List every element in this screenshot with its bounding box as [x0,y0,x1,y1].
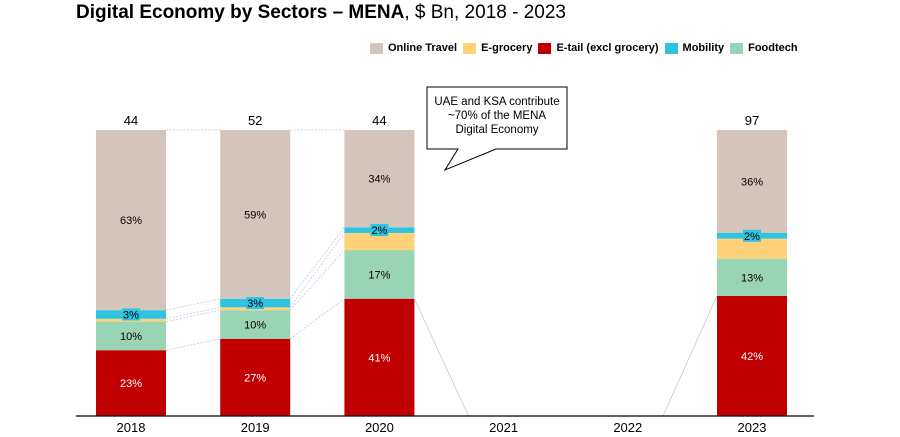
legend-item: E-grocery [463,42,532,54]
bar-segment [220,310,291,339]
legend-label: E-grocery [481,42,533,54]
connector-line [289,226,345,299]
bar-segment [717,258,787,296]
gap-connector-line [662,295,718,417]
data-label: 2% [371,225,387,237]
data-label: 17% [368,269,390,281]
x-tick-label: 2021 [489,420,518,435]
legend: Online Travel E-grocery E-tail (excl groce… [370,42,804,54]
total-label: 97 [745,113,759,128]
legend-label: E-tail (excl grocery) [556,42,659,54]
bar-2018: 23% 10% 3% 63% [96,130,166,416]
bar-segment [344,250,415,299]
connector-line [165,338,221,351]
bar-segment [717,130,787,233]
legend-swatch [370,42,383,54]
data-label: 13% [741,272,763,284]
x-tick-label: 2022 [613,420,642,435]
bar-segment [96,130,166,311]
callout-line-3: Digital Economy [455,124,539,136]
x-tick-label: 2018 [117,420,146,435]
legend-swatch [463,42,477,54]
data-label: 27% [244,372,266,384]
total-label: 44 [372,113,386,128]
legend-item: Mobility [664,42,725,54]
bar-segment [220,130,291,299]
series-connectors [165,129,718,417]
bar-2023: 42% 13% 2% 36% [717,130,787,416]
bar-segment [220,338,291,416]
chart-title-rest: , $ Bn, 2018 - 2023 [404,2,566,23]
bar-segment [344,232,415,251]
legend-item: E-tail (excl grocery) [538,42,659,54]
data-label-bg [743,229,761,242]
data-label: 36% [741,176,763,188]
bar-segment [717,295,787,416]
connector-line [289,232,345,308]
data-label-bg [122,308,140,321]
total-label: 44 [124,113,138,128]
callout-line-2: ~70% of the MENA [447,110,547,122]
x-tick-label: 2020 [365,420,394,435]
connector-line [289,249,345,311]
total-label: 52 [248,113,262,128]
bar-segment [96,350,166,416]
bar-segment [96,321,166,351]
legend-item: Online Travel [370,42,457,54]
connector-line [165,306,221,320]
legend-label: Online Travel [388,42,458,54]
data-label: 63% [120,215,142,227]
bar-2020: 41% 17% 2% 34% [344,130,415,416]
bar-segment [344,130,415,228]
data-label-bg [246,297,265,310]
data-label: 59% [244,209,266,221]
legend-item: Foodtech [730,42,798,54]
callout-box [426,86,568,172]
x-tick-label: 2019 [241,420,270,435]
x-tick-label: 2023 [738,420,767,435]
callout-annotation: UAE and KSA contribute ~70% of the MENA … [430,95,564,137]
legend-swatch [538,42,552,54]
bar-2019: 27% 10% 3% 59% [220,130,291,416]
gap-connector-line [414,298,469,417]
data-label-bg [370,224,389,237]
data-label: 2% [744,231,760,243]
legend-label: Foodtech [748,42,798,54]
data-label: 10% [244,319,266,331]
connector-line [165,309,221,323]
legend-label: Mobility [682,42,725,54]
callout-line-1: UAE and KSA contribute [434,96,560,108]
data-label: 23% [120,378,142,390]
bar-segment [344,298,415,416]
data-label: 42% [741,351,763,363]
data-label: 10% [120,331,142,343]
data-label: 3% [247,298,263,310]
chart-title: Digital Economy by Sectors – MENA, $ Bn,… [76,2,566,24]
data-label: 34% [368,174,390,186]
legend-swatch [730,42,744,54]
bar-segment [717,238,787,259]
connector-line [289,298,345,340]
chart-title-bold: Digital Economy by Sectors – MENA [76,2,405,23]
legend-swatch [664,42,678,54]
data-label: 41% [368,352,390,364]
connector-line [165,298,221,311]
data-label: 3% [123,309,139,321]
